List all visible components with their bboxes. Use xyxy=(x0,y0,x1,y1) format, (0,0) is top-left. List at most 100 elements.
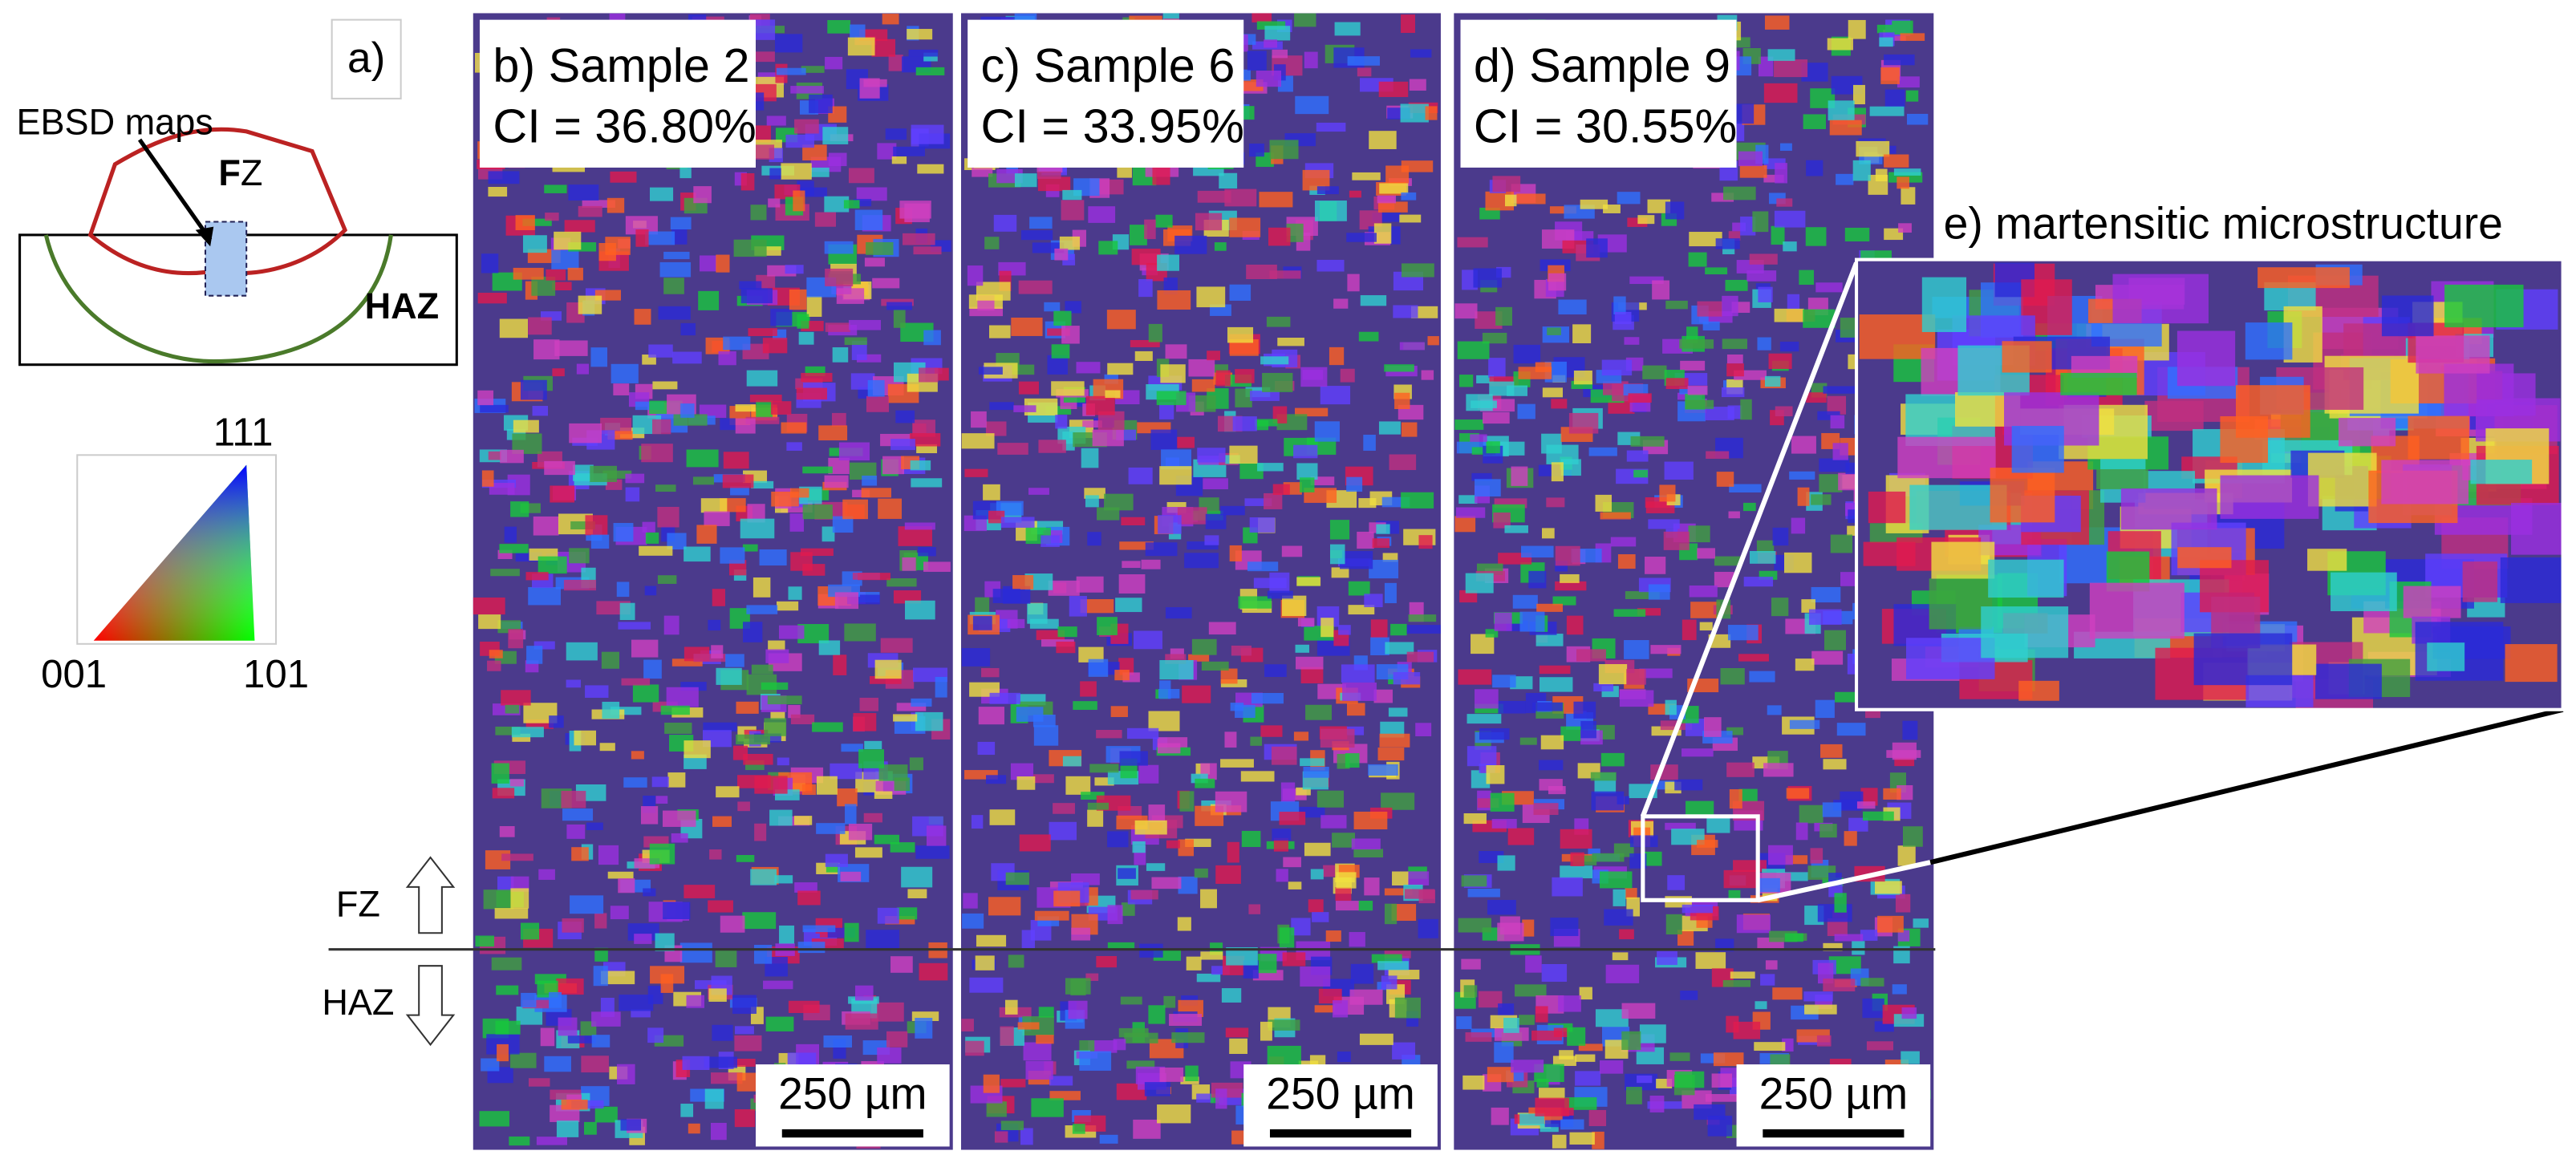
grain xyxy=(893,590,922,604)
grain xyxy=(1637,215,1655,225)
grain xyxy=(1763,174,1784,183)
grain xyxy=(1539,665,1571,675)
grain xyxy=(1774,210,1806,228)
grain xyxy=(1540,1124,1559,1133)
grain xyxy=(511,727,544,738)
grain xyxy=(2193,633,2293,686)
grain xyxy=(1107,831,1129,848)
grain xyxy=(1248,143,1264,157)
grain xyxy=(1158,515,1182,534)
grain xyxy=(1819,474,1843,492)
grain xyxy=(963,515,987,532)
grain xyxy=(634,934,652,944)
maps: b) Sample 2 CI = 36.80% 250 µm c) Sample 6 C… xyxy=(473,13,1934,1150)
grain xyxy=(1215,865,1241,884)
grain xyxy=(1519,1015,1535,1025)
grain xyxy=(842,499,868,520)
grain xyxy=(1764,15,1790,30)
grain xyxy=(844,337,867,346)
grain xyxy=(1346,703,1365,716)
grain xyxy=(581,1056,609,1073)
grain xyxy=(1117,167,1132,178)
grain xyxy=(1756,540,1775,553)
ipf-101: 101 xyxy=(243,653,309,696)
grain xyxy=(1185,1065,1199,1081)
grain xyxy=(1541,528,1555,539)
grain xyxy=(1613,889,1626,906)
grain xyxy=(1038,440,1066,453)
grain xyxy=(1805,227,1827,246)
grain xyxy=(540,311,562,321)
grain xyxy=(546,269,566,281)
grain xyxy=(1680,360,1706,371)
grain xyxy=(1392,871,1409,885)
grain xyxy=(1458,495,1478,504)
grain xyxy=(2220,475,2319,519)
grain xyxy=(915,711,943,731)
grain xyxy=(594,913,607,929)
fz-rest: Z xyxy=(241,152,263,193)
grain xyxy=(1304,51,1318,69)
grain xyxy=(1785,855,1808,865)
grain xyxy=(1639,1024,1666,1043)
grain xyxy=(1384,582,1397,604)
grain xyxy=(1647,199,1671,213)
grain xyxy=(1279,812,1306,825)
grain xyxy=(1591,791,1625,811)
grain xyxy=(1559,1050,1574,1060)
grain xyxy=(1697,548,1715,559)
grain xyxy=(845,1013,878,1030)
grain xyxy=(1415,723,1432,736)
grain xyxy=(851,340,867,360)
grain xyxy=(1736,103,1755,124)
grain xyxy=(1073,701,1097,711)
grain xyxy=(1486,441,1500,454)
grain xyxy=(590,534,610,549)
grain xyxy=(737,801,750,812)
grain xyxy=(907,29,933,40)
grain xyxy=(1475,689,1499,709)
grain xyxy=(778,625,805,639)
grain xyxy=(733,239,767,257)
grain xyxy=(631,751,644,760)
grain xyxy=(1921,277,1967,332)
grain xyxy=(1258,954,1277,974)
grain xyxy=(1820,744,1843,758)
grain xyxy=(794,119,819,134)
grain xyxy=(1264,39,1277,48)
grain xyxy=(1028,488,1049,495)
grain xyxy=(1159,660,1194,680)
grain xyxy=(1308,899,1324,913)
grain xyxy=(886,1031,908,1048)
grain xyxy=(1642,365,1667,379)
grain xyxy=(1697,840,1718,848)
grain xyxy=(1808,609,1842,625)
grain xyxy=(866,241,894,255)
grain xyxy=(1742,502,1756,512)
grain xyxy=(1251,13,1272,22)
grain xyxy=(1519,737,1537,745)
grain xyxy=(569,423,602,444)
grain xyxy=(1104,493,1134,511)
grain xyxy=(643,659,662,679)
grain xyxy=(712,1024,733,1041)
grain xyxy=(480,404,509,413)
grain xyxy=(499,826,515,837)
grain xyxy=(1159,1067,1184,1082)
grain xyxy=(712,816,732,827)
grain xyxy=(496,985,519,995)
grain xyxy=(1029,217,1053,229)
grain xyxy=(1706,451,1730,459)
grain xyxy=(481,470,494,487)
grain xyxy=(584,1121,597,1135)
grain xyxy=(2307,452,2377,507)
grain xyxy=(1598,663,1628,685)
grain xyxy=(1507,828,1535,845)
grain xyxy=(1462,1075,1485,1090)
grain xyxy=(704,1088,724,1109)
grain xyxy=(1639,668,1673,679)
grain xyxy=(1389,454,1417,471)
grain xyxy=(1044,302,1061,312)
grain xyxy=(1300,758,1325,767)
grain xyxy=(1348,581,1370,596)
